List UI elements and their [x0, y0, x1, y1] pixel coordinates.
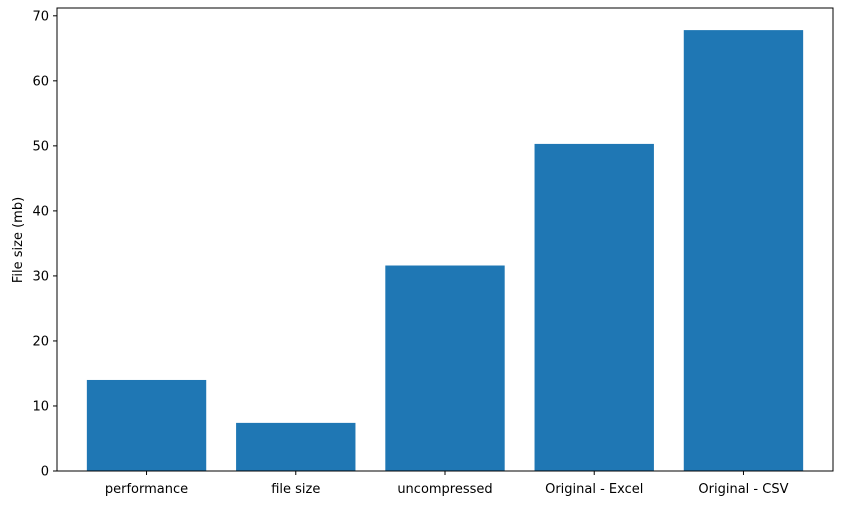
x-axis: performance file size uncompressed Original…: [105, 471, 789, 497]
y-tick-label-6: 60: [32, 74, 49, 89]
y-tick-label-1: 10: [32, 399, 49, 414]
y-tick-label-4: 40: [32, 204, 49, 219]
y-tick-label-0: 0: [41, 465, 49, 480]
bar-3: [534, 143, 654, 471]
bar-2: [385, 265, 505, 471]
x-tick-label-2: uncompressed: [397, 482, 492, 497]
bar-0: [86, 379, 207, 471]
y-tick-label-2: 20: [32, 334, 49, 349]
y-tick-label-7: 70: [32, 9, 49, 24]
x-tick-label-1: file size: [271, 482, 320, 497]
y-axis: 0 10 20 30 40 50 60 70: [32, 9, 57, 480]
x-tick-label-0: performance: [105, 482, 188, 497]
x-tick-label-3: Original - Excel: [545, 482, 643, 497]
bar-1: [236, 422, 356, 471]
bars-group: [86, 30, 804, 472]
y-tick-label-3: 30: [32, 269, 49, 284]
x-tick-label-4: Original - CSV: [698, 482, 788, 497]
bar-4: [683, 30, 804, 472]
y-axis-title: File size (mb): [11, 197, 26, 283]
y-tick-label-5: 50: [32, 139, 49, 154]
